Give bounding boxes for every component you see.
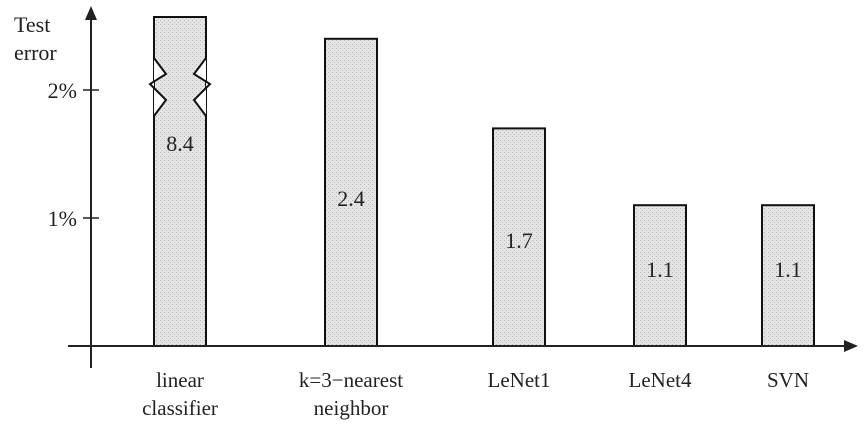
data-label-4: 1.1 — [774, 257, 802, 282]
y-axis-arrowhead — [85, 6, 97, 20]
data-label-0: 8.4 — [166, 131, 194, 156]
data-label-1: 2.4 — [337, 186, 365, 211]
y-axis-title: Test error — [14, 12, 57, 65]
category-label-4-line-0: SVN — [767, 368, 809, 392]
category-label-0-line-0: linear — [156, 368, 204, 392]
category-label-1-line-0: k=3−nearest — [299, 368, 403, 392]
bar-3 — [633, 204, 687, 347]
category-label-2-line-0: LeNet1 — [488, 368, 551, 392]
category-label-1-line-1: neighbor — [314, 396, 389, 420]
category-label-0-line-1: classifier — [142, 396, 218, 420]
bar-2 — [492, 127, 546, 347]
axis-break-right — [192, 57, 212, 117]
data-label-3: 1.1 — [646, 257, 674, 282]
bars: 8.4 2.4 1.7 1.1 1.1 — [148, 16, 815, 348]
x-axis-arrowhead — [844, 340, 858, 352]
category-labels: linear classifier k=3−nearest neighbor LeNet… — [142, 368, 809, 420]
bar-4 — [761, 204, 815, 347]
axis-break-left — [148, 57, 168, 117]
y-axis-title-line-1: Test — [14, 12, 50, 37]
data-label-2: 1.7 — [505, 228, 533, 253]
y-tick-label-0: 1% — [48, 206, 77, 231]
y-axis-title-line-2: error — [14, 40, 57, 65]
category-label-3-line-0: LeNet4 — [629, 368, 692, 392]
y-axis-ticks: 1% 2% — [48, 78, 99, 231]
y-tick-label-1: 2% — [48, 78, 77, 103]
bar-1 — [324, 37, 378, 348]
bar-0 — [153, 16, 207, 347]
